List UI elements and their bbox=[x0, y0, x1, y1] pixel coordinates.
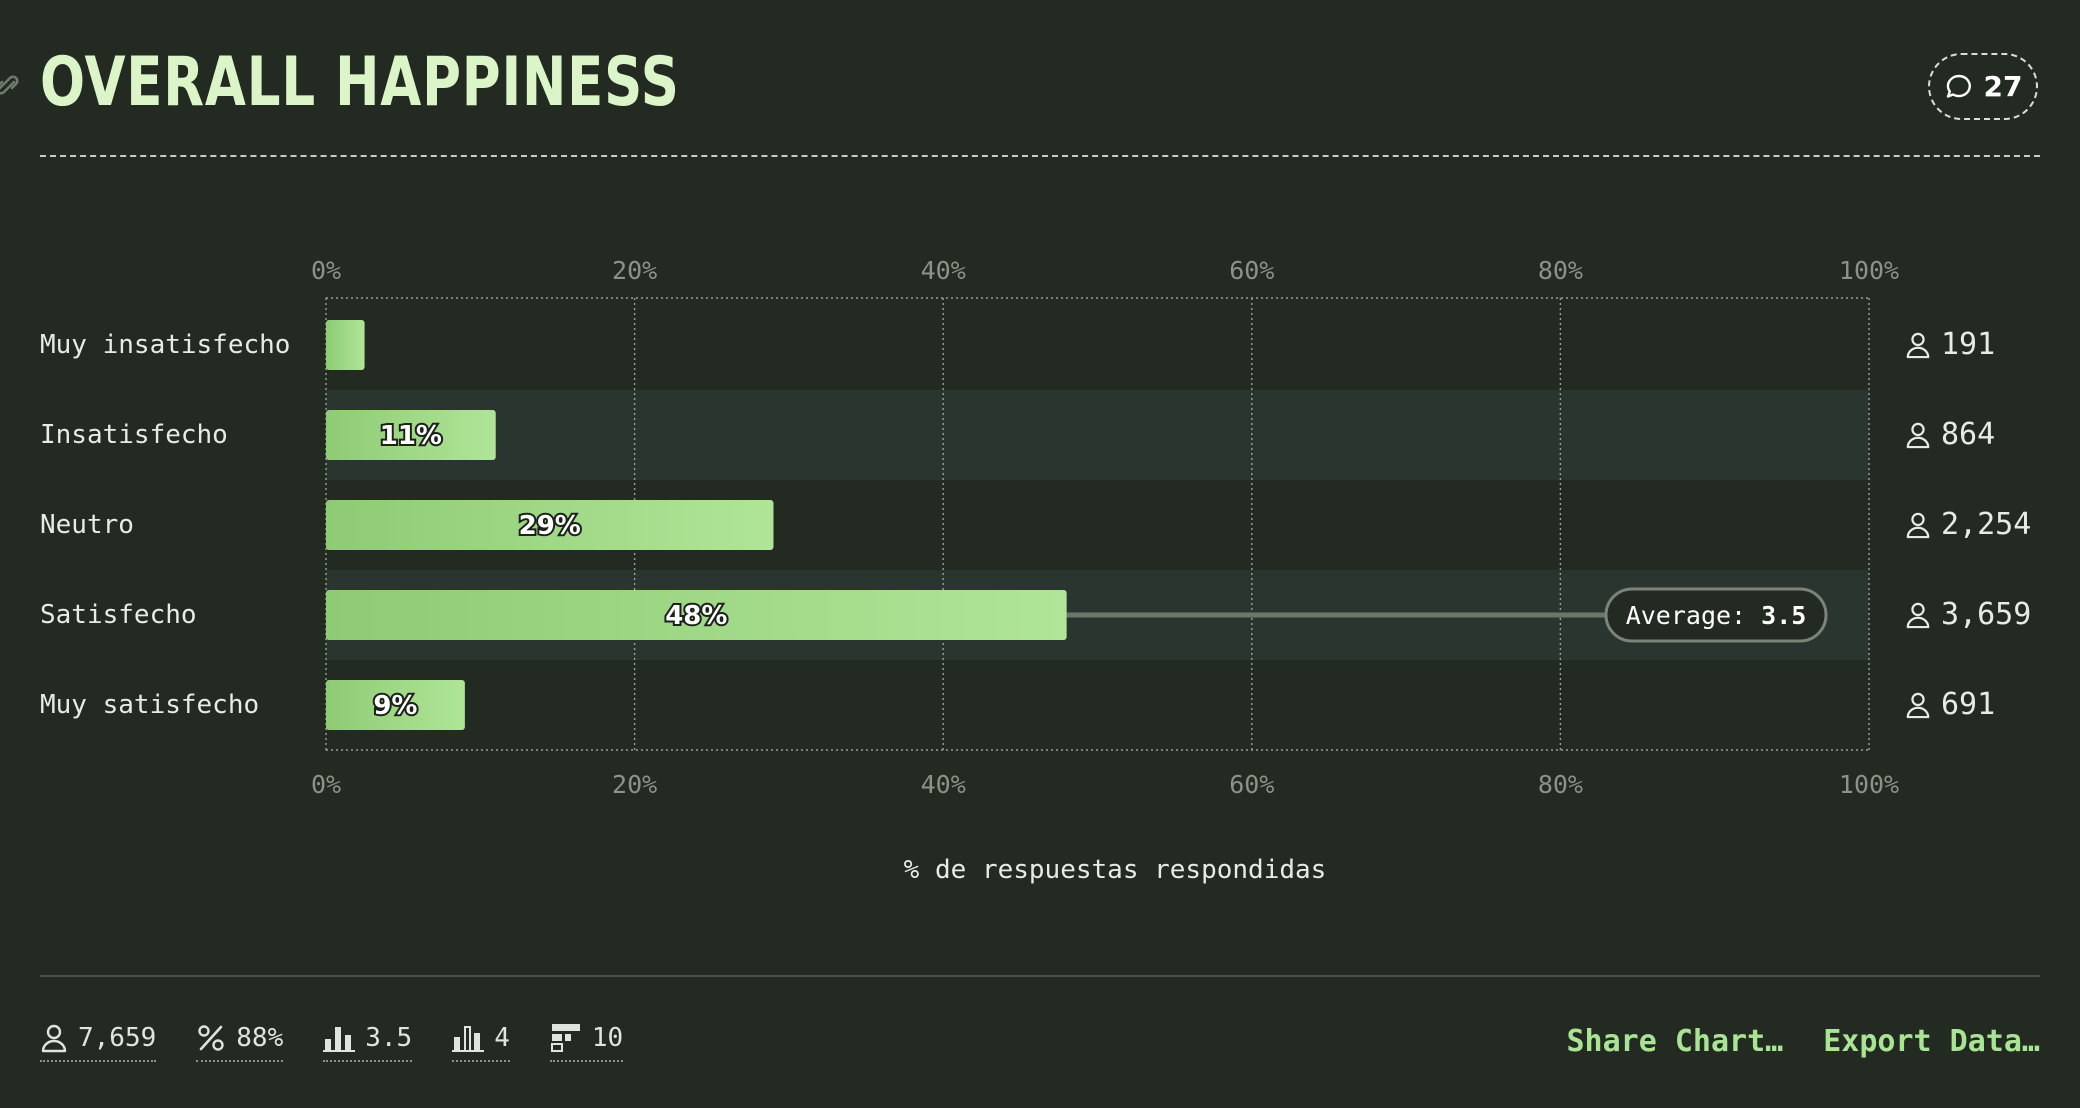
respondent-count: 691 bbox=[1905, 685, 1995, 725]
row-label: Neutro bbox=[40, 510, 134, 540]
histogram-icon bbox=[550, 1024, 580, 1052]
bar[interactable] bbox=[326, 320, 365, 370]
respondent-count-value: 691 bbox=[1941, 687, 1996, 722]
comment-icon bbox=[1946, 74, 1971, 98]
respondent-count-value: 191 bbox=[1941, 327, 1996, 362]
export-data-button[interactable]: Export Data… bbox=[1823, 1024, 2040, 1059]
x-tick-bottom: 20% bbox=[612, 770, 657, 799]
x-tick-top: 60% bbox=[1229, 256, 1274, 285]
footer-divider bbox=[40, 975, 2040, 977]
share-chart-button[interactable]: Share Chart… bbox=[1566, 1024, 1784, 1059]
stat-completion[interactable]: 88% bbox=[196, 1022, 284, 1062]
person-icon bbox=[1906, 512, 1930, 539]
person-icon bbox=[1906, 692, 1930, 719]
bar-value-label: 48% bbox=[665, 601, 727, 631]
summary-stats: 7,659 88% 3.5 4 bbox=[40, 1022, 624, 1062]
bar-value-label: 29% bbox=[519, 511, 581, 541]
x-tick-top: 80% bbox=[1538, 256, 1583, 285]
respondent-count-value: 2,254 bbox=[1941, 507, 2032, 542]
percent-icon bbox=[198, 1025, 224, 1051]
stat-median[interactable]: 4 bbox=[452, 1022, 510, 1062]
link-icon[interactable] bbox=[0, 70, 22, 100]
bar[interactable] bbox=[326, 500, 774, 550]
respondent-count: 2,254 bbox=[1905, 505, 2031, 545]
svg-text:Average: 3.5: Average: 3.5 bbox=[1626, 601, 1807, 630]
x-tick-bottom: 60% bbox=[1229, 770, 1274, 799]
person-icon bbox=[1906, 422, 1930, 449]
title-divider bbox=[40, 155, 2040, 157]
row-label: Insatisfecho bbox=[40, 420, 228, 450]
respondent-count: 3,659 bbox=[1905, 595, 2031, 635]
median-bars-icon bbox=[452, 1026, 485, 1052]
chart-actions: Share Chart… Export Data… bbox=[1567, 1024, 2041, 1059]
row-band bbox=[326, 390, 1869, 480]
stat-respondents[interactable]: 7,659 bbox=[40, 1022, 157, 1062]
x-tick-bottom: 100% bbox=[1839, 770, 1899, 799]
respondent-count: 864 bbox=[1905, 415, 1995, 455]
x-tick-top: 100% bbox=[1839, 256, 1899, 285]
comments-button[interactable]: 27 bbox=[1928, 53, 2038, 120]
respondent-count-value: 3,659 bbox=[1941, 597, 2032, 632]
person-icon bbox=[1906, 332, 1930, 359]
bar-value-label: 9% bbox=[373, 691, 417, 721]
row-label: Satisfecho bbox=[40, 600, 197, 630]
person-icon bbox=[1906, 602, 1930, 629]
comments-count: 27 bbox=[1983, 70, 2023, 103]
x-tick-bottom: 80% bbox=[1538, 770, 1583, 799]
x-tick-top: 0% bbox=[311, 256, 341, 285]
bar-value-label: 11% bbox=[380, 421, 442, 451]
respondent-count-value: 864 bbox=[1941, 417, 1996, 452]
bar-chart: 0% 0% 20% 20% 40% 40% 60% 60% 80% 80% 100% 100% 11% 2… bbox=[311, 256, 1899, 799]
bar[interactable] bbox=[326, 680, 465, 730]
person-icon bbox=[41, 1024, 67, 1053]
stat-average[interactable]: 3.5 bbox=[323, 1022, 413, 1062]
page-title: OVERALL HAPPINESS bbox=[40, 43, 680, 122]
average-badge: Average: 3.5 bbox=[1604, 587, 1828, 643]
bar[interactable] bbox=[326, 410, 496, 460]
row-label: Muy insatisfecho bbox=[40, 330, 291, 360]
average-bars-icon bbox=[323, 1027, 356, 1052]
x-tick-top: 20% bbox=[612, 256, 657, 285]
stat-questions[interactable]: 10 bbox=[549, 1022, 624, 1062]
x-tick-bottom: 0% bbox=[311, 770, 341, 799]
bar[interactable] bbox=[326, 590, 1067, 640]
x-tick-bottom: 40% bbox=[921, 770, 966, 799]
x-tick-top: 40% bbox=[921, 256, 966, 285]
x-axis-label: % de respuestas respondidas bbox=[903, 855, 1327, 885]
respondent-count: 191 bbox=[1905, 325, 1995, 365]
row-label: Muy satisfecho bbox=[40, 690, 260, 720]
